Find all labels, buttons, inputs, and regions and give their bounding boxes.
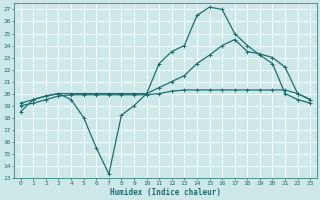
X-axis label: Humidex (Indice chaleur): Humidex (Indice chaleur) xyxy=(110,188,221,197)
